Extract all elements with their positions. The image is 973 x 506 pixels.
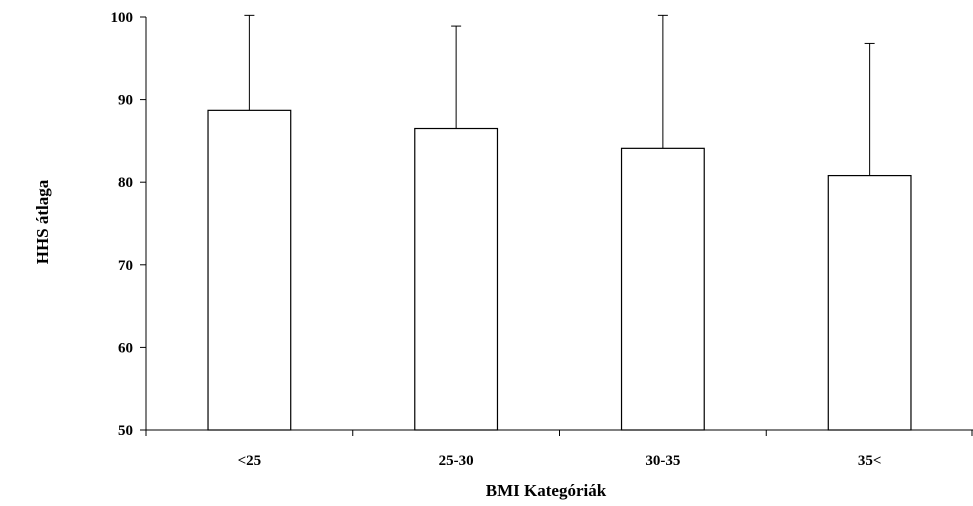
bar-4	[827, 174, 912, 431]
bar-3	[620, 147, 705, 431]
x-axis: <25 25-30 30-35 35<	[145, 429, 973, 469]
y-tick-label: 100	[111, 10, 134, 26]
y-axis-title: HHS átlaga	[33, 179, 52, 264]
y-tick-label: 80	[118, 175, 133, 191]
y-axis: 50 60 70 80 90 100	[111, 10, 147, 439]
y-tick-label: 60	[118, 340, 133, 356]
y-tick-label: 70	[118, 258, 133, 274]
x-tick-label: 35<	[858, 453, 882, 469]
x-tick-label: 25-30	[439, 453, 474, 469]
bars	[207, 109, 912, 431]
y-tick-label: 90	[118, 93, 133, 109]
x-tick-label: 30-35	[645, 453, 680, 469]
bar-1	[207, 109, 292, 431]
x-axis-title: BMI Kategóriák	[486, 481, 607, 500]
x-tick-label: <25	[238, 453, 262, 469]
bar-2	[414, 127, 499, 431]
error-bars	[244, 14, 875, 176]
y-tick-label: 50	[118, 423, 133, 439]
